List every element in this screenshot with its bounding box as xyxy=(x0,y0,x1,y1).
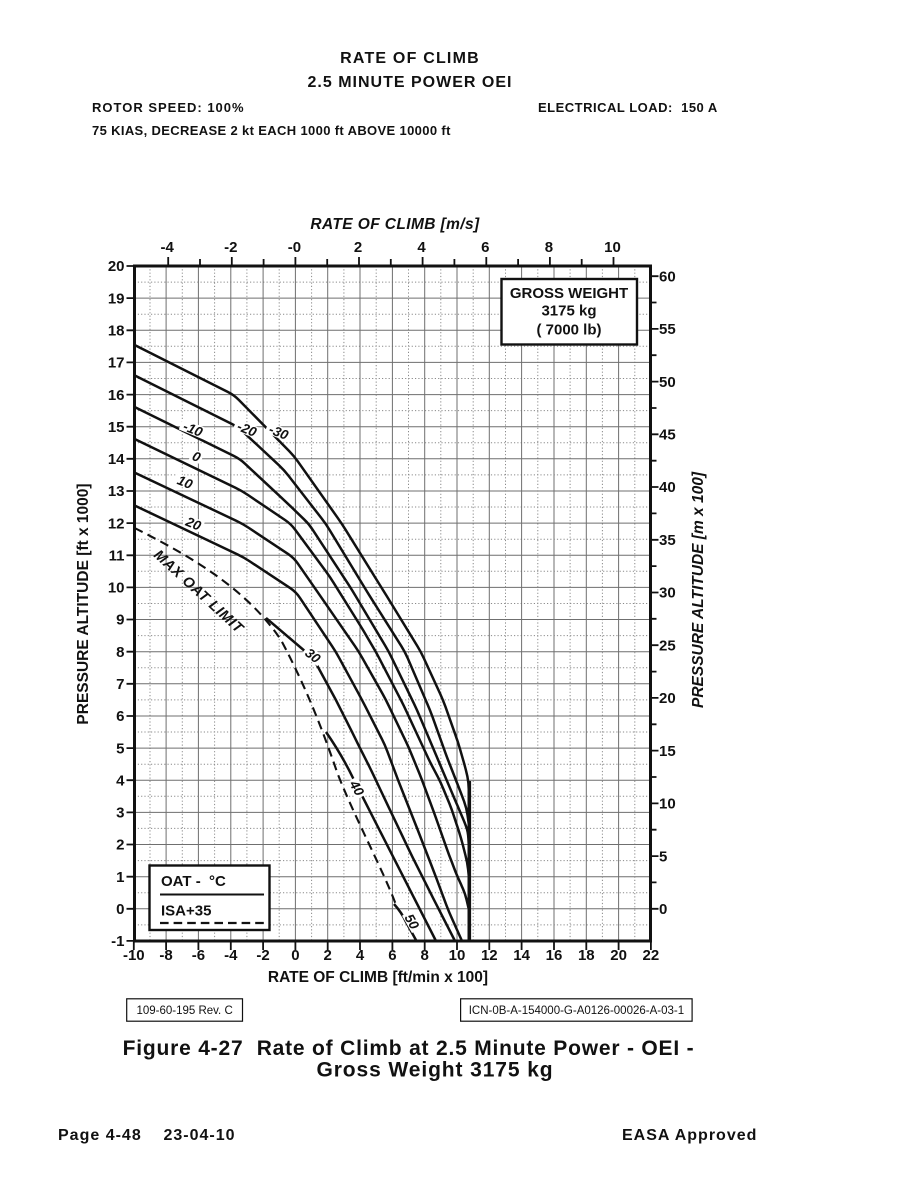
svg-text:22: 22 xyxy=(643,947,660,964)
svg-text:25: 25 xyxy=(659,637,676,654)
svg-text:-1: -1 xyxy=(111,933,124,950)
svg-text:20: 20 xyxy=(610,947,627,964)
svg-text:20: 20 xyxy=(183,514,204,534)
svg-text:12: 12 xyxy=(108,515,125,532)
svg-text:Figure 4-27 Rate of Climb at: Figure 4-27 Rate of Climb at 2.5 Minute … xyxy=(123,1037,695,1060)
svg-text:-10: -10 xyxy=(123,947,145,964)
svg-text:ISA+35: ISA+35 xyxy=(161,903,211,920)
svg-text:30: 30 xyxy=(659,585,676,602)
svg-text:0: 0 xyxy=(116,901,124,918)
svg-text:16: 16 xyxy=(108,387,125,404)
svg-text:20: 20 xyxy=(108,258,125,275)
svg-text:( 7000 lb): ( 7000 lb) xyxy=(536,322,601,339)
svg-text:-8: -8 xyxy=(159,947,172,964)
svg-text:10: 10 xyxy=(449,947,466,964)
svg-text:4: 4 xyxy=(417,239,426,256)
svg-text:ICN-0B-A-154000-G-A0126-00026-: ICN-0B-A-154000-G-A0126-00026-A-03-1 xyxy=(469,1005,684,1017)
svg-text:7: 7 xyxy=(116,676,124,693)
svg-text:45: 45 xyxy=(659,427,676,444)
svg-text:ELECTRICAL LOAD: 150 A: ELECTRICAL LOAD: 150 A xyxy=(538,100,718,115)
svg-text:-6: -6 xyxy=(192,947,205,964)
svg-text:-2: -2 xyxy=(256,947,269,964)
svg-text:6: 6 xyxy=(116,708,124,725)
svg-text:Page 4-48 23-04-10: Page 4-48 23-04-10 xyxy=(58,1127,236,1144)
svg-text:50: 50 xyxy=(401,911,422,932)
svg-text:-10: -10 xyxy=(181,419,205,440)
svg-text:35: 35 xyxy=(659,532,676,549)
svg-text:0: 0 xyxy=(291,947,299,964)
svg-text:4: 4 xyxy=(356,947,365,964)
svg-text:55: 55 xyxy=(659,321,676,338)
svg-text:75 KIAS, DECREASE 2 kt EACH 10: 75 KIAS, DECREASE 2 kt EACH 1000 ft ABOV… xyxy=(92,123,451,138)
svg-text:40: 40 xyxy=(346,777,367,799)
svg-text:20: 20 xyxy=(659,690,676,707)
svg-text:6: 6 xyxy=(481,239,489,256)
svg-text:40: 40 xyxy=(659,479,676,496)
svg-text:8: 8 xyxy=(421,947,429,964)
svg-text:12: 12 xyxy=(481,947,498,964)
svg-text:15: 15 xyxy=(108,419,125,436)
svg-text:8: 8 xyxy=(545,239,553,256)
svg-text:RATE OF CLIMB [ft/min x 100]: RATE OF CLIMB [ft/min x 100] xyxy=(268,969,488,986)
svg-text:13: 13 xyxy=(108,483,125,500)
svg-text:5: 5 xyxy=(659,848,667,865)
svg-text:-4: -4 xyxy=(224,947,238,964)
svg-text:ROTOR SPEED: 100%: ROTOR SPEED: 100% xyxy=(92,100,245,115)
svg-text:0: 0 xyxy=(659,901,667,918)
svg-text:-20: -20 xyxy=(235,419,259,440)
svg-text:109-60-195 Rev. C: 109-60-195 Rev. C xyxy=(136,1005,232,1017)
svg-text:3175 kg: 3175 kg xyxy=(541,303,596,320)
svg-text:-0: -0 xyxy=(288,239,301,256)
svg-text:18: 18 xyxy=(108,323,125,340)
svg-text:GROSS WEIGHT: GROSS WEIGHT xyxy=(510,285,628,302)
svg-text:9: 9 xyxy=(116,612,124,629)
svg-text:PRESSURE ALTITUDE [m x 100]: PRESSURE ALTITUDE [m x 100] xyxy=(690,471,707,708)
svg-text:11: 11 xyxy=(109,548,125,565)
svg-text:-2: -2 xyxy=(224,239,237,256)
svg-text:2.5 MINUTE POWER OEI: 2.5 MINUTE POWER OEI xyxy=(308,74,513,91)
svg-text:10: 10 xyxy=(175,473,195,493)
svg-text:8: 8 xyxy=(116,644,124,661)
svg-text:EASA Approved: EASA Approved xyxy=(622,1127,757,1144)
svg-text:14: 14 xyxy=(108,451,125,468)
svg-text:1: 1 xyxy=(116,869,124,886)
svg-text:2: 2 xyxy=(116,837,124,854)
svg-text:2: 2 xyxy=(354,239,362,256)
svg-text:18: 18 xyxy=(578,947,595,964)
svg-text:Gross Weight 3175 kg: Gross Weight 3175 kg xyxy=(316,1059,553,1082)
svg-text:16: 16 xyxy=(546,947,563,964)
svg-text:15: 15 xyxy=(659,743,676,760)
svg-text:10: 10 xyxy=(604,239,621,256)
svg-text:PRESSURE ALTITUDE [ft x 1000]: PRESSURE ALTITUDE [ft x 1000] xyxy=(75,483,92,724)
svg-text:5: 5 xyxy=(116,740,124,757)
svg-text:4: 4 xyxy=(116,772,125,789)
svg-text:60: 60 xyxy=(659,268,676,285)
svg-text:2: 2 xyxy=(324,947,332,964)
svg-text:14: 14 xyxy=(513,947,530,964)
svg-text:-30: -30 xyxy=(267,422,291,443)
svg-text:-4: -4 xyxy=(161,239,175,256)
svg-text:RATE OF CLIMB: RATE OF CLIMB xyxy=(340,50,480,67)
svg-text:10: 10 xyxy=(108,580,125,597)
svg-text:17: 17 xyxy=(108,355,125,372)
svg-text:RATE OF CLIMB [m/s]: RATE OF CLIMB [m/s] xyxy=(310,216,480,233)
svg-text:3: 3 xyxy=(116,805,124,822)
svg-text:10: 10 xyxy=(659,796,676,813)
svg-text:OAT - °C: OAT - °C xyxy=(161,873,226,890)
svg-text:19: 19 xyxy=(108,290,125,307)
svg-text:50: 50 xyxy=(659,374,676,391)
svg-text:6: 6 xyxy=(388,947,396,964)
